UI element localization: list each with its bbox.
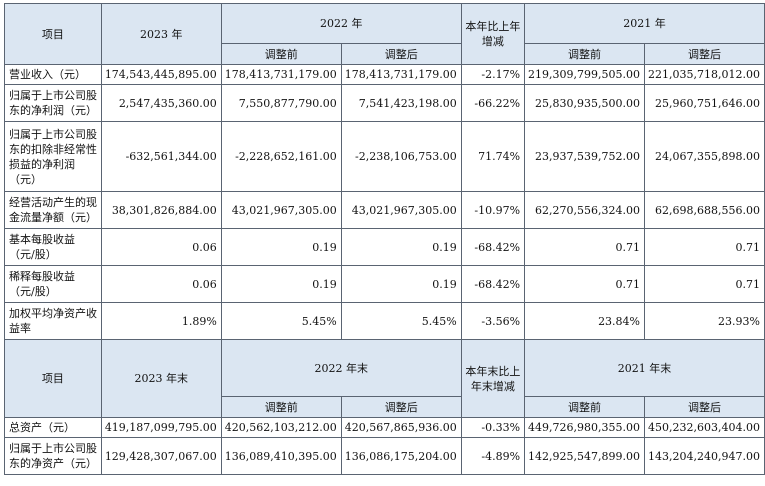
value-2021-before: 0.71 — [524, 265, 646, 303]
value-2022-after: 420,567,865,936.00 — [340, 417, 462, 438]
value-2023: 419,187,099,795.00 — [100, 417, 222, 438]
value-2022-after: 5.45% — [340, 302, 462, 340]
row-label: 归属于上市公司股东的净利润（元） — [4, 84, 102, 122]
value-change: -0.33% — [460, 417, 526, 438]
value-2023: 174,543,445,895.00 — [100, 64, 222, 85]
header-yearend-2023: 2023 年末 — [100, 339, 222, 418]
value-2022-after: 0.19 — [340, 265, 462, 303]
table-row: 归属于上市公司股东的扣除非经常性损益的净利润（元） -632,561,344.0… — [4, 121, 765, 192]
header-yearend-2021: 2021 年末 — [524, 339, 765, 397]
table-subheader-row: 调整前 调整后 调整前 调整后 — [5, 43, 765, 65]
table-row: 总资产（元） 419,187,099,795.00 420,562,103,21… — [4, 417, 765, 438]
value-2023: -632,561,344.00 — [100, 121, 222, 192]
value-2022-before: 0.19 — [220, 265, 342, 303]
value-2022-before: -2,228,652,161.00 — [220, 121, 342, 192]
value-change: -68.42% — [460, 228, 526, 266]
header-year-2023: 2023 年 — [100, 3, 222, 65]
header-2021-before: 调整前 — [524, 43, 646, 65]
header-yearend-change: 本年末比上年末增减 — [460, 339, 526, 418]
value-2021-before: 23,937,539,752.00 — [524, 121, 646, 192]
value-2023: 2,547,435,360.00 — [100, 84, 222, 122]
value-change: -2.17% — [460, 64, 526, 85]
value-2021-after: 221,035,718,012.00 — [644, 64, 765, 85]
value-2023: 38,301,826,884.00 — [100, 191, 222, 229]
header-2021-after: 调整后 — [644, 396, 765, 418]
value-2022-after: 136,086,175,204.00 — [340, 437, 462, 475]
row-label: 经营活动产生的现金流量净额（元） — [4, 191, 102, 229]
header-2022-before: 调整前 — [220, 396, 342, 418]
value-change: -68.42% — [460, 265, 526, 303]
value-2022-before: 5.45% — [220, 302, 342, 340]
table-row: 加权平均净资产收益率 1.89% 5.45% 5.45% -3.56% 23.8… — [4, 302, 765, 340]
value-2021-after: 62,698,688,556.00 — [644, 191, 765, 229]
value-2022-before: 136,089,410,395.00 — [220, 437, 342, 475]
row-label: 归属于上市公司股东的扣除非经常性损益的净利润（元） — [4, 121, 102, 192]
header-item: 项目 — [4, 3, 102, 65]
value-2023: 0.06 — [100, 228, 222, 266]
value-2022-before: 178,413,731,179.00 — [220, 64, 342, 85]
financial-summary-table: 项目 2023 年 2022 年 本年比上年增减 2021 年 调整前 调整后 … — [4, 3, 765, 475]
value-2022-before: 0.19 — [220, 228, 342, 266]
row-label: 基本每股收益（元/股） — [4, 228, 102, 266]
value-2021-after: 24,067,355,898.00 — [644, 121, 765, 192]
value-2022-after: 7,541,423,198.00 — [340, 84, 462, 122]
value-2021-after: 143,204,240,947.00 — [644, 437, 765, 475]
value-2022-after: 178,413,731,179.00 — [340, 64, 462, 85]
value-2023: 1.89% — [100, 302, 222, 340]
value-2021-after: 23.93% — [644, 302, 765, 340]
table-header-row: 项目 2023 年 2022 年 本年比上年增减 2021 年 — [4, 3, 765, 65]
value-2022-after: 43,021,967,305.00 — [340, 191, 462, 229]
row-label: 加权平均净资产收益率 — [4, 302, 102, 340]
table-row: 基本每股收益（元/股） 0.06 0.19 0.19 -68.42% 0.71 … — [4, 228, 765, 266]
value-2022-before: 7,550,877,790.00 — [220, 84, 342, 122]
value-2022-before: 43,021,967,305.00 — [220, 191, 342, 229]
value-2022-after: 0.19 — [340, 228, 462, 266]
header-year-2022: 2022 年 — [220, 3, 462, 44]
value-change: -10.97% — [460, 191, 526, 229]
value-2021-before: 0.71 — [524, 228, 646, 266]
value-2023: 0.06 — [100, 265, 222, 303]
value-2022-before: 420,562,103,212.00 — [220, 417, 342, 438]
value-change: -3.56% — [460, 302, 526, 340]
header-2021-after: 调整后 — [644, 43, 765, 65]
header-change: 本年比上年增减 — [460, 3, 526, 65]
value-change: 71.74% — [460, 121, 526, 192]
table-row: 经营活动产生的现金流量净额（元） 38,301,826,884.00 43,02… — [4, 191, 765, 229]
value-2021-before: 219,309,799,505.00 — [524, 64, 646, 85]
header-2021-before: 调整前 — [524, 396, 646, 418]
header-2022-after: 调整后 — [340, 396, 462, 418]
table-header-row: 项目 2023 年末 2022 年末 本年末比上年末增减 2021 年末 — [4, 339, 765, 418]
row-label: 营业收入（元） — [4, 64, 102, 85]
row-label: 稀释每股收益（元/股） — [4, 265, 102, 303]
value-change: -4.89% — [460, 437, 526, 475]
header-item: 项目 — [4, 339, 102, 418]
value-2021-after: 0.71 — [644, 265, 765, 303]
value-2021-before: 62,270,556,324.00 — [524, 191, 646, 229]
header-2022-after: 调整后 — [340, 43, 462, 65]
value-change: -66.22% — [460, 84, 526, 122]
value-2021-before: 142,925,547,899.00 — [524, 437, 646, 475]
value-2023: 129,428,307,067.00 — [100, 437, 222, 475]
value-2021-before: 25,830,935,500.00 — [524, 84, 646, 122]
table-row: 归属于上市公司股东的净利润（元） 2,547,435,360.00 7,550,… — [4, 84, 765, 122]
value-2021-after: 0.71 — [644, 228, 765, 266]
value-2021-before: 23.84% — [524, 302, 646, 340]
header-yearend-2022: 2022 年末 — [220, 339, 462, 397]
value-2022-after: -2,238,106,753.00 — [340, 121, 462, 192]
value-2021-after: 450,232,603,404.00 — [644, 417, 765, 438]
value-2021-after: 25,960,751,646.00 — [644, 84, 765, 122]
header-2022-before: 调整前 — [220, 43, 342, 65]
row-label: 总资产（元） — [4, 417, 102, 438]
value-2021-before: 449,726,980,355.00 — [524, 417, 646, 438]
row-label: 归属于上市公司股东的净资产（元） — [4, 437, 102, 475]
table-row: 稀释每股收益（元/股） 0.06 0.19 0.19 -68.42% 0.71 … — [4, 265, 765, 303]
table-row: 归属于上市公司股东的净资产（元） 129,428,307,067.00 136,… — [4, 437, 765, 475]
table-row: 营业收入（元） 174,543,445,895.00 178,413,731,1… — [4, 64, 765, 85]
financial-table-container: 项目 2023 年 2022 年 本年比上年增减 2021 年 调整前 调整后 … — [4, 3, 765, 475]
header-year-2021: 2021 年 — [524, 3, 765, 44]
